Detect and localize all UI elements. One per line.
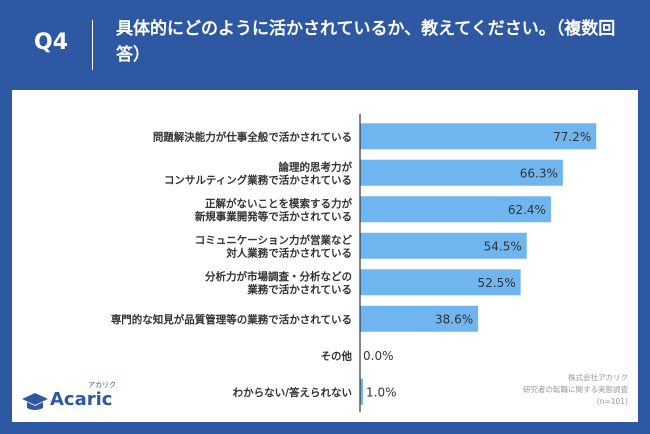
source-line: 研究者の転職に関する実態調査	[523, 385, 628, 394]
category-label: 問題解決能力が仕事全般で活かされている	[153, 130, 352, 143]
data-label: 1.0%	[366, 385, 397, 399]
bar	[360, 123, 597, 150]
bar	[360, 196, 551, 223]
data-label: 77.2%	[553, 130, 591, 144]
graduation-cap-icon	[22, 393, 48, 410]
source-note: 株式会社アカリク 研究者の転職に関する実態調査 (n=101)	[523, 372, 628, 408]
category-label: 新規事業開発等で活かされている	[195, 210, 352, 223]
data-label: 54.5%	[484, 239, 522, 253]
category-label: 正解がないことを模索する力が	[205, 197, 352, 210]
chart-title: 具体的にどのように活かされているか、教えてください。（複数回答）	[116, 19, 616, 65]
source-line: (n=101)	[596, 397, 628, 406]
category-label: わからない/答えられない	[233, 386, 352, 399]
bar	[360, 305, 479, 332]
category-label: 分析力が市場調査・分析などの	[205, 270, 352, 283]
header-divider	[92, 20, 93, 70]
category-label: 論理的思考力が	[279, 160, 353, 173]
logo-kana: アカリク	[88, 381, 116, 389]
bar	[360, 378, 364, 405]
data-label: 66.3%	[520, 166, 558, 180]
data-label: 38.6%	[435, 312, 473, 326]
bar	[360, 269, 521, 296]
data-label: 62.4%	[508, 203, 546, 217]
category-label: その他	[321, 349, 353, 362]
bar	[360, 159, 563, 186]
data-label: 52.5%	[478, 276, 516, 290]
logo-text: Acaric	[50, 389, 113, 410]
category-label: コミュニケーション力が営業など	[195, 233, 353, 246]
data-label: 0.0%	[363, 349, 394, 363]
question-label: Q4	[34, 30, 69, 55]
category-label: コンサルティング業務で活かされている	[164, 173, 352, 186]
acaric-logo: Acaric アカリク	[22, 381, 142, 417]
bar	[360, 232, 527, 259]
header-band: Q4 具体的にどのように活かされているか、教えてください。（複数回答）	[0, 0, 650, 90]
category-label: 専門的な知見が品質管理等の業務で活かされている	[111, 313, 352, 326]
category-label: 対人業務で活かされている	[225, 246, 352, 259]
source-line: 株式会社アカリク	[568, 373, 628, 382]
category-label: 業務で活かされている	[246, 283, 352, 296]
